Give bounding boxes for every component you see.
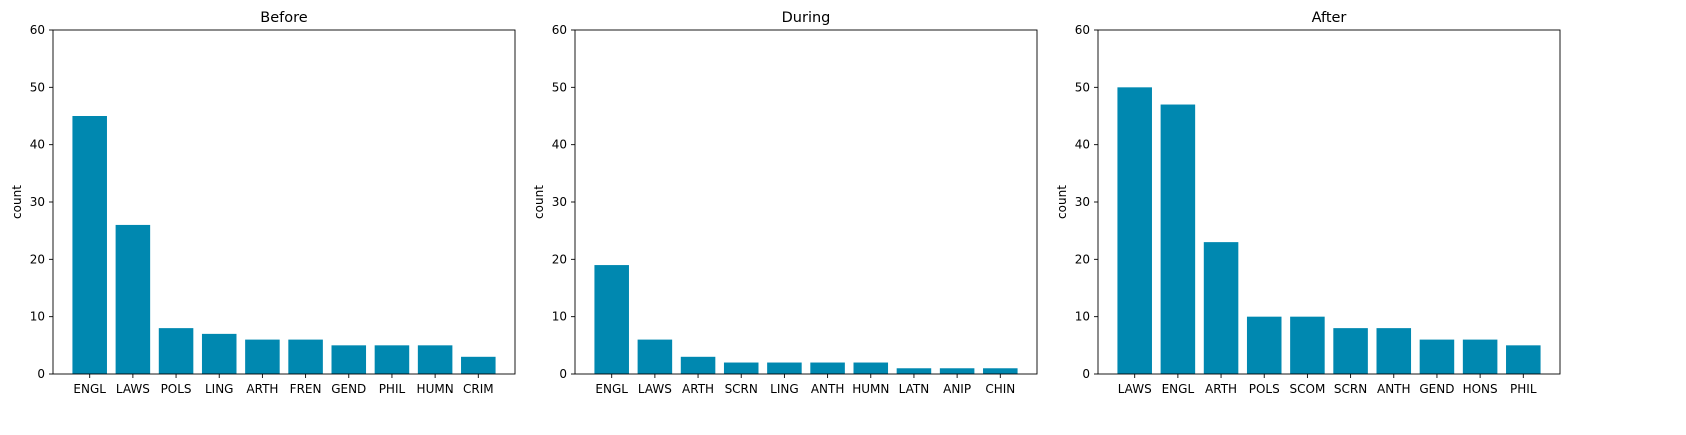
bar-phil: [374, 345, 410, 374]
y-tick-label: 40: [30, 138, 45, 152]
y-tick-label: 30: [30, 195, 45, 209]
x-tick-label: CRIM: [463, 382, 494, 396]
chart-title: Before: [260, 10, 307, 26]
y-tick-label: 60: [30, 23, 45, 37]
x-tick-label: ENGL: [73, 382, 106, 396]
y-tick-label: 20: [552, 252, 567, 266]
x-tick-label: LAWS: [116, 382, 150, 396]
y-tick-label: 60: [552, 23, 567, 37]
x-tick-label: ANTH: [1377, 382, 1411, 396]
x-tick-label: ARTH: [682, 382, 714, 396]
x-tick-label: LATN: [899, 382, 930, 396]
bar-latn: [896, 368, 932, 374]
x-tick-label: HUMN: [417, 382, 454, 396]
bar-pols: [158, 328, 194, 374]
y-tick-label: 0: [1082, 367, 1090, 381]
bar-laws: [637, 339, 673, 374]
bar-scrn: [1333, 328, 1368, 374]
x-tick-label: SCRN: [1334, 382, 1367, 396]
x-tick-label: ARTH: [1205, 382, 1237, 396]
bar-phil: [1506, 345, 1541, 374]
y-tick-label: 10: [552, 310, 567, 324]
bar-hons: [1462, 339, 1498, 374]
bar-pols: [1246, 316, 1282, 374]
y-tick-label: 40: [1075, 138, 1090, 152]
bar-anip: [939, 368, 975, 374]
axes-frame: [574, 29, 1038, 375]
x-tick-label: PHIL: [1510, 382, 1537, 396]
bar-chin: [983, 368, 1018, 374]
bar-engl: [1160, 104, 1196, 374]
bar-arth: [245, 339, 280, 374]
x-tick-label: SCRN: [725, 382, 758, 396]
bar-scom: [1290, 316, 1325, 374]
x-tick-label: GEND: [331, 382, 366, 396]
x-tick-label: HUMN: [852, 382, 889, 396]
y-tick-label: 0: [37, 367, 45, 381]
x-tick-label: ARTH: [246, 382, 278, 396]
y-axis-label: count: [1055, 185, 1069, 219]
y-tick-label: 30: [552, 195, 567, 209]
y-tick-label: 30: [1075, 195, 1090, 209]
bar-gend: [331, 345, 367, 374]
x-tick-label: POLS: [1249, 382, 1280, 396]
y-tick-label: 20: [1075, 252, 1090, 266]
x-tick-label: CHIN: [985, 382, 1015, 396]
y-tick-label: 50: [1075, 80, 1090, 94]
bar-laws: [1117, 87, 1152, 374]
y-tick-label: 0: [559, 367, 567, 381]
x-tick-label: LAWS: [1118, 382, 1152, 396]
bar-scrn: [723, 362, 759, 374]
bar-gend: [1419, 339, 1455, 374]
y-tick-label: 20: [30, 252, 45, 266]
bar-fren: [288, 339, 323, 374]
x-tick-label: HONS: [1463, 382, 1498, 396]
x-tick-label: LING: [205, 382, 234, 396]
bar-ling: [767, 362, 802, 374]
y-tick-label: 60: [1075, 23, 1090, 37]
bar-humn: [853, 362, 889, 374]
x-tick-label: ENGL: [1162, 382, 1195, 396]
y-axis-label: count: [532, 185, 546, 219]
bar-ling: [201, 333, 237, 374]
x-tick-label: POLS: [161, 382, 192, 396]
bar-anth: [810, 362, 845, 374]
x-tick-label: ENGL: [595, 382, 628, 396]
chart-title: After: [1312, 10, 1347, 26]
chart-title: During: [782, 10, 831, 26]
y-tick-label: 10: [30, 310, 45, 324]
y-tick-label: 10: [1075, 310, 1090, 324]
bar-crim: [461, 356, 496, 374]
bar-engl: [72, 116, 107, 374]
x-tick-label: PHIL: [379, 382, 406, 396]
y-tick-label: 50: [30, 80, 45, 94]
bar-humn: [417, 345, 453, 374]
bar-arth: [680, 356, 716, 374]
x-tick-label: FREN: [290, 382, 322, 396]
x-tick-label: GEND: [1419, 382, 1454, 396]
x-tick-label: LAWS: [638, 382, 672, 396]
x-tick-label: SCOM: [1290, 382, 1326, 396]
y-axis-label: count: [10, 185, 24, 219]
x-tick-label: ANTH: [811, 382, 845, 396]
bar-laws: [115, 224, 151, 374]
y-tick-label: 40: [552, 138, 567, 152]
bar-anth: [1376, 328, 1412, 374]
y-tick-label: 50: [552, 80, 567, 94]
bar-arth: [1203, 242, 1239, 374]
x-tick-label: LING: [770, 382, 799, 396]
x-tick-label: ANIP: [943, 382, 971, 396]
bar-engl: [594, 265, 629, 374]
